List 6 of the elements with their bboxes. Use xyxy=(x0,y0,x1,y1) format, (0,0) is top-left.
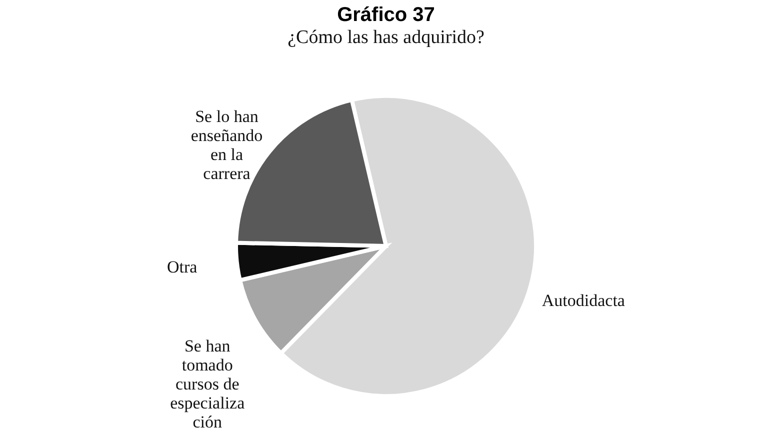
slice-label: Autodidacta xyxy=(542,291,626,310)
slice-label: Se han tomado cursos de especialización xyxy=(170,336,246,432)
slice-label: Otra xyxy=(167,257,198,276)
chart-subtitle: ¿Cómo las has adquirido? xyxy=(288,27,484,48)
slice-label: Se lo han enseñando en la carrera xyxy=(190,106,263,183)
chart-title: Gráfico 37 xyxy=(337,4,435,26)
